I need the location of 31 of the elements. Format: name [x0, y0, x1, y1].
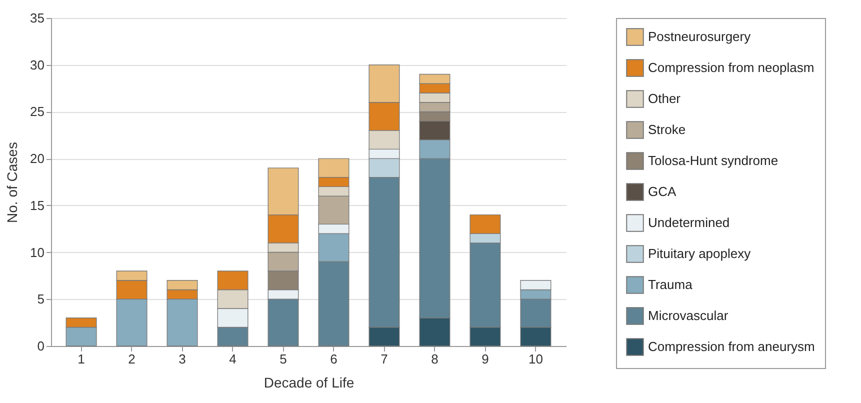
legend-label: Compression from aneurysm	[648, 339, 815, 354]
x-tick-label: 6	[330, 352, 338, 366]
x-tick-label: 5	[280, 352, 287, 366]
legend-label: Other	[648, 91, 682, 106]
legend-label: Stroke	[648, 122, 686, 137]
y-tick-label: 35	[30, 10, 44, 26]
x-tick-label: 7	[380, 352, 388, 366]
legend-label: GCA	[648, 184, 676, 199]
legend-label: Pituitary apoplexy	[648, 246, 752, 261]
x-tick-label: 2	[128, 352, 136, 366]
legend-label: Trauma	[648, 277, 694, 292]
y-tick-label: 25	[30, 104, 44, 120]
legend-label: Compression from neoplasm	[648, 60, 814, 75]
y-tick-label: 20	[30, 151, 44, 166]
x-tick-label: 9	[482, 352, 489, 366]
y-axis-title: No. of Cases	[4, 142, 20, 223]
y-tick-label: 30	[30, 57, 44, 72]
y-tick-label: 0	[37, 338, 44, 354]
x-tick-label: 3	[178, 352, 186, 366]
legend-label: Postneurosurgery	[648, 29, 752, 44]
x-tick-label: 1	[78, 352, 85, 366]
legend-label: Microvascular	[648, 308, 729, 323]
y-tick-label: 10	[30, 244, 44, 260]
y-tick-label: 15	[30, 198, 44, 213]
legend-label: Undetermined	[648, 215, 730, 230]
x-tick-label: 8	[431, 352, 438, 366]
x-tick-label: 4	[229, 352, 236, 366]
legend-label: Tolosa-Hunt syndrome	[648, 153, 778, 168]
y-tick-label: 5	[37, 292, 44, 307]
x-axis-title: Decade of Life	[264, 374, 354, 390]
x-tick-label: 10	[528, 352, 543, 366]
